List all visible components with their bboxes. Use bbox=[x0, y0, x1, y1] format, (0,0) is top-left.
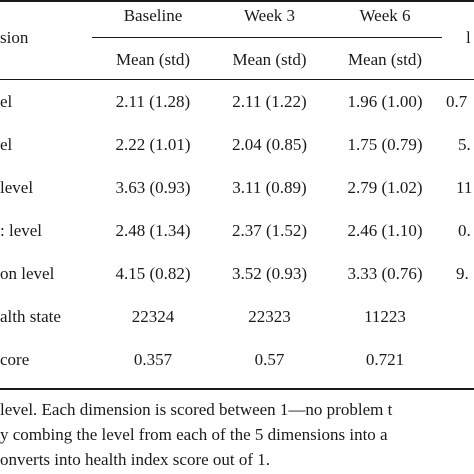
row-week3-value: 2.11 (1.22) bbox=[232, 92, 307, 111]
row-week6-value: 0.721 bbox=[365, 350, 405, 369]
row-baseline-value: 2.48 (1.34) bbox=[115, 221, 191, 240]
row-week3-value: 0.57 bbox=[254, 350, 285, 369]
footnote-line: y combing the level from each of the 5 d… bbox=[0, 425, 388, 444]
row-baseline-value: 2.11 (1.28) bbox=[115, 92, 191, 111]
row-label: core bbox=[0, 350, 30, 369]
row-week6-value: 3.33 (0.76) bbox=[347, 264, 423, 283]
table-top-rule bbox=[0, 0, 474, 2]
footnote-line: level. Each dimension is scored between … bbox=[0, 400, 393, 419]
row-week6-value: 1.96 (1.00) bbox=[347, 92, 423, 111]
row-week6-value: 2.46 (1.10) bbox=[347, 221, 423, 240]
subheader-week3: Mean (std) bbox=[232, 50, 307, 69]
header-cut-column: l bbox=[466, 28, 471, 47]
row-label: alth state bbox=[0, 307, 61, 326]
row-cut-value: 11 bbox=[456, 178, 473, 197]
header-week6: Week 6 bbox=[359, 6, 411, 25]
row-week6-value: 2.79 (1.02) bbox=[347, 178, 423, 197]
footnote-line: onverts into health index score out of 1… bbox=[0, 450, 271, 469]
row-cut-value: 5. bbox=[458, 135, 471, 154]
row-label: on level bbox=[0, 264, 55, 283]
subheader-baseline: Mean (std) bbox=[115, 50, 191, 69]
row-label: : level bbox=[0, 221, 43, 240]
row-label: el bbox=[0, 135, 13, 154]
row-baseline-value: 4.15 (0.82) bbox=[115, 264, 191, 283]
row-label: level bbox=[0, 178, 34, 197]
row-baseline-value: 0.357 bbox=[133, 350, 173, 369]
row-label: el bbox=[0, 92, 13, 111]
row-week3-value: 3.11 (0.89) bbox=[232, 178, 307, 197]
row-week3-value: 22323 bbox=[248, 307, 291, 326]
table-bottom-rule bbox=[0, 388, 474, 390]
row-week3-value: 3.52 (0.93) bbox=[231, 264, 308, 283]
row-cut-value: 0. bbox=[458, 221, 471, 240]
row-baseline-value: 22324 bbox=[131, 307, 175, 326]
header-sub-rule bbox=[92, 37, 442, 38]
header-week3: Week 3 bbox=[243, 6, 296, 25]
row-week6-value: 11223 bbox=[364, 307, 406, 326]
row-cut-value: 0.7 bbox=[446, 92, 468, 111]
header-baseline: Baseline bbox=[123, 6, 183, 25]
subheader-week6: Mean (std) bbox=[347, 50, 423, 69]
header-bottom-rule bbox=[0, 79, 474, 80]
row-week6-value: 1.75 (0.79) bbox=[347, 135, 423, 154]
header-dimension: sion bbox=[0, 28, 29, 47]
row-baseline-value: 3.63 (0.93) bbox=[115, 178, 191, 197]
row-cut-value: 9. bbox=[456, 264, 469, 283]
row-week3-value: 2.37 (1.52) bbox=[231, 221, 308, 240]
row-baseline-value: 2.22 (1.01) bbox=[115, 135, 191, 154]
row-week3-value: 2.04 (0.85) bbox=[231, 135, 308, 154]
